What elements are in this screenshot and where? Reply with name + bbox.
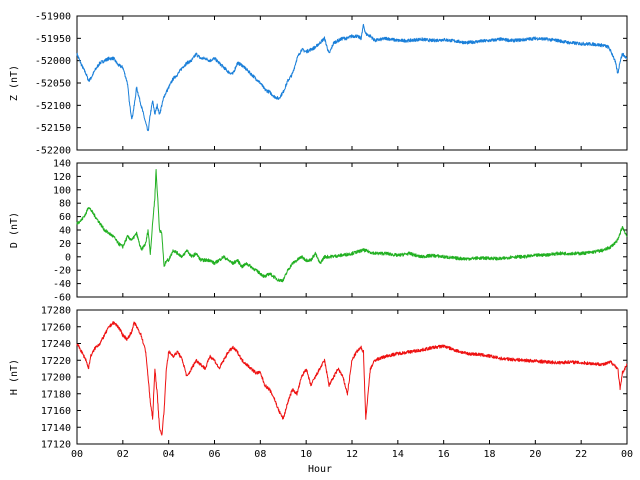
y-tick-label: 40 bbox=[59, 226, 71, 237]
y-tick-label: 17260 bbox=[41, 322, 71, 333]
x-tick-label: 00 bbox=[621, 449, 633, 460]
y-tick-label: -51900 bbox=[35, 12, 71, 23]
y-axis-label: H (nT) bbox=[9, 359, 20, 395]
h-component-panel: 17280 17260 17240 17220 17200 17180 17160 17140… bbox=[9, 306, 633, 461]
x-tick-label: 02 bbox=[117, 449, 129, 460]
x-tick-label: 22 bbox=[575, 449, 587, 460]
x-tick-label: 06 bbox=[208, 449, 220, 460]
y-axis-label: D (nT) bbox=[9, 212, 20, 248]
d-component-panel: 140 120 100 80 60 40 20 0 -20 -40 -60 D (nT) bbox=[9, 159, 628, 304]
y-axis-label: Z (nT) bbox=[9, 65, 20, 101]
series-line bbox=[76, 23, 628, 132]
y-tick-label: -52050 bbox=[35, 79, 71, 90]
x-tick-label: 04 bbox=[163, 449, 175, 460]
x-tick-label: 10 bbox=[300, 449, 312, 460]
x-tick-label: 08 bbox=[254, 449, 266, 460]
y-tick-label: 17220 bbox=[41, 356, 71, 367]
y-tick-label: 17200 bbox=[41, 373, 71, 384]
y-tick-label: 17160 bbox=[41, 406, 71, 417]
y-tick-label: 80 bbox=[59, 199, 71, 210]
x-tick-label: 12 bbox=[346, 449, 358, 460]
y-tick-label: 17180 bbox=[41, 389, 71, 400]
y-tick-label: 60 bbox=[59, 212, 71, 223]
y-tick-label: 17120 bbox=[41, 440, 71, 451]
y-tick-label: -60 bbox=[53, 293, 71, 304]
y-tick-label: -52200 bbox=[35, 146, 71, 157]
x-axis-label: Hour bbox=[308, 464, 332, 475]
y-tick-label: 100 bbox=[53, 185, 71, 196]
x-tick-label: 16 bbox=[438, 449, 450, 460]
y-tick-label: 17240 bbox=[41, 339, 71, 350]
y-tick-label: -52000 bbox=[35, 56, 71, 67]
y-tick-label: -52100 bbox=[35, 101, 71, 112]
y-tick-label: -40 bbox=[53, 279, 71, 290]
series-line bbox=[76, 169, 628, 283]
series-line bbox=[76, 321, 628, 436]
y-tick-label: 17280 bbox=[41, 306, 71, 317]
y-tick-label: 140 bbox=[53, 159, 71, 170]
y-tick-label: 0 bbox=[65, 252, 71, 263]
y-tick-label: 120 bbox=[53, 172, 71, 183]
z-component-panel: -51900 -51950 -52000 -52050 -52100 -52150 -522… bbox=[9, 12, 628, 157]
x-tick-label: 20 bbox=[529, 449, 541, 460]
y-tick-label: -52150 bbox=[35, 123, 71, 134]
x-tick-label: 00 bbox=[71, 449, 83, 460]
y-tick-label: -51950 bbox=[35, 34, 71, 45]
y-tick-label: 17140 bbox=[41, 423, 71, 434]
x-tick-label: 18 bbox=[483, 449, 495, 460]
y-tick-label: -20 bbox=[53, 266, 71, 277]
y-tick-label: 20 bbox=[59, 239, 71, 250]
x-tick-label: 14 bbox=[392, 449, 404, 460]
